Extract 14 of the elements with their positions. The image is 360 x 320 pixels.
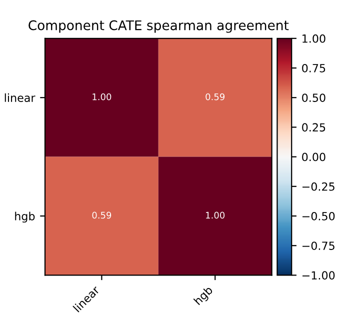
color-bar-label: −0.75 (302, 242, 334, 250)
data-label: 1.00 (206, 212, 225, 219)
chart-title: Component CATE spearman agreement (28, 20, 289, 33)
data-label: 1.00 (92, 93, 112, 100)
data-label: 0.59 (92, 212, 112, 219)
color-bar-label: −0.25 (302, 182, 334, 191)
color-bar-label: 0.50 (302, 94, 326, 102)
color-bar-label: −0.50 (302, 212, 335, 220)
data-label: 0.59 (206, 93, 225, 100)
color-bar-label: 1.00 (302, 34, 326, 43)
color-bar-label: 0.75 (302, 64, 326, 72)
color-bar-label: 0.25 (302, 123, 326, 132)
color-bar-label: −1.00 (302, 271, 335, 280)
color-bar-label: 0.00 (302, 152, 326, 162)
